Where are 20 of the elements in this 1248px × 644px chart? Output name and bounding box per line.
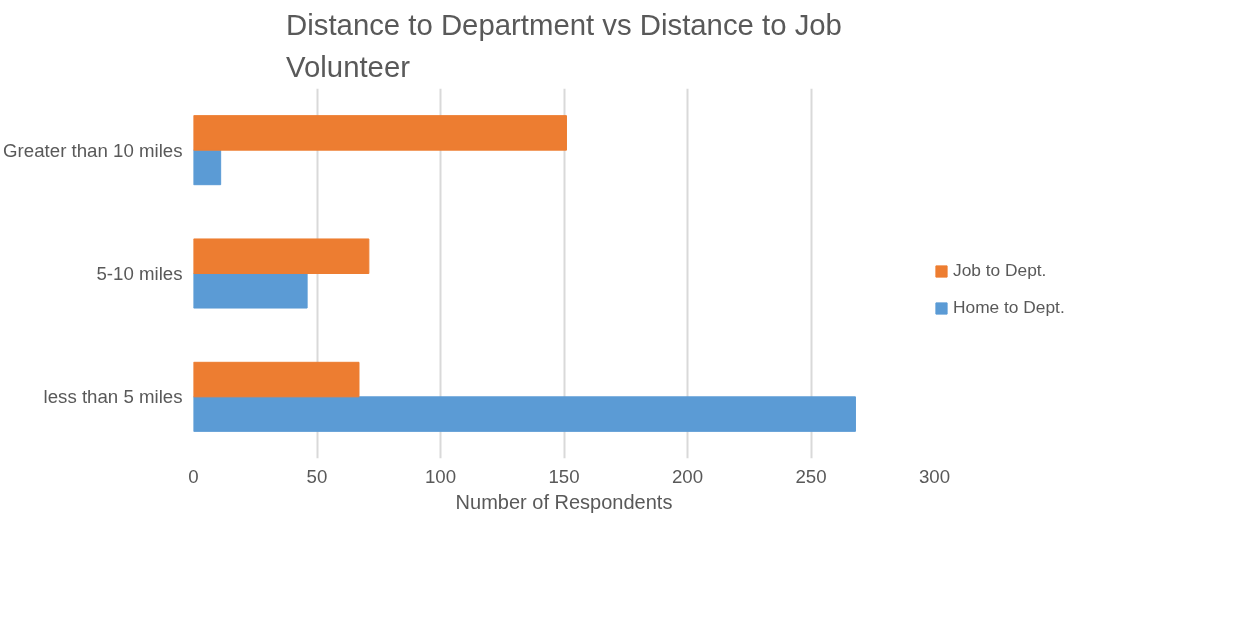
x-tick-label: 100 [424,465,457,487]
x-tick-label: 50 [306,465,328,487]
legend-label: Job to Dept. [953,260,1047,281]
x-tick-label: 200 [671,465,704,487]
x-tick-label: 150 [548,465,580,487]
bar [193,115,567,151]
bar [193,273,308,309]
bar [193,361,360,398]
x-tick-label: 0 [188,465,199,487]
y-tick-label: less than 5 miles [43,386,183,408]
chart-title: Distance to Department vs Distance to Job Volunteer [286,7,842,84]
x-tick-label: 250 [795,465,827,487]
bar [193,396,856,432]
legend-label: Home to Dept. [953,297,1065,318]
x-tick-label: 300 [918,465,951,487]
x-axis-title: Number of Respondents [455,490,673,513]
bar [193,149,222,186]
y-tick-label: Greater than 10 miles [3,139,183,161]
bar [193,238,370,274]
y-tick-label: 5-10 miles [96,263,183,284]
